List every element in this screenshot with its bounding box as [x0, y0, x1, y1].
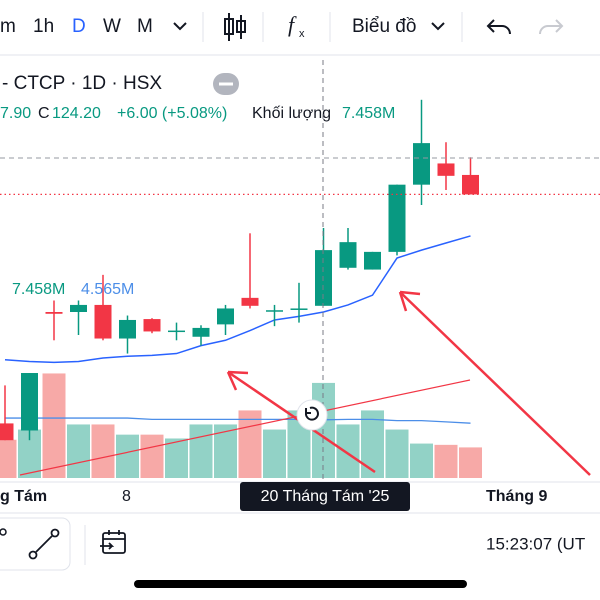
plot-area — [0, 99, 600, 478]
volume-bar — [214, 424, 237, 478]
legend-close-label: C — [38, 105, 50, 122]
candle-type-icon[interactable] — [224, 13, 246, 41]
legend-volume: 7.458M — [342, 105, 395, 122]
volume-bar — [434, 444, 458, 478]
reset-button[interactable] — [296, 399, 328, 431]
volume-bar — [238, 410, 262, 478]
dropdown-icon[interactable] — [431, 22, 445, 31]
candle-body — [266, 310, 283, 312]
interval-button[interactable]: W — [103, 16, 121, 37]
ma-line — [4, 235, 471, 364]
candle-body — [21, 373, 38, 431]
volume-ma-line — [5, 417, 471, 424]
candle-body — [413, 143, 430, 185]
candle-body — [143, 319, 161, 332]
volume-bar — [67, 424, 90, 478]
volume-bar — [189, 424, 213, 478]
legend-close: 124.20 — [52, 105, 101, 122]
symbol-title: - CTCP · 1D · HSX — [2, 73, 162, 94]
date-range-icon[interactable] — [100, 530, 126, 554]
volume-ma-value: 4.565M — [81, 281, 134, 298]
line-tool-icon[interactable] — [28, 528, 60, 560]
legend-change: +6.00 (+5.08%) — [117, 105, 227, 122]
volume-bar — [410, 443, 433, 478]
candle-body — [241, 297, 259, 306]
trend-line[interactable] — [19, 379, 471, 476]
crosshair-date: 20 Tháng Tám '25 — [261, 488, 390, 505]
interval-button[interactable]: M — [137, 16, 153, 37]
volume-bar — [459, 447, 482, 478]
volume-bar — [42, 373, 66, 478]
chart-menu[interactable]: Biểu đồ — [352, 16, 416, 37]
volume-bar — [18, 429, 41, 478]
candle-body — [364, 251, 381, 270]
ohlc-legend: 7.90 C 124.20 +6.00 (+5.08%) Khối lượng … — [0, 105, 395, 122]
volume-bar — [385, 429, 409, 478]
x-tick-label: 8 — [122, 488, 131, 505]
interval-button[interactable]: D — [72, 16, 86, 37]
candle-body — [437, 163, 455, 176]
drawing-toolbox — [0, 517, 71, 571]
candle-body — [217, 308, 234, 325]
volume-bar — [263, 429, 286, 478]
volume-bar — [165, 438, 188, 478]
legend-open: 7.90 — [0, 105, 31, 122]
candle-body — [339, 242, 357, 268]
volume-bar — [91, 424, 115, 478]
volume-bar — [361, 410, 384, 478]
volume-value: 7.458M — [12, 281, 65, 298]
reset-icon — [304, 406, 319, 421]
candle-body — [70, 304, 87, 312]
candle-body — [45, 312, 63, 314]
volume-bar — [116, 434, 139, 478]
candle-body — [462, 174, 479, 195]
home-indicator — [134, 580, 467, 588]
candle-body — [94, 304, 112, 339]
candle-body — [388, 184, 406, 252]
x-tick-label: g Tám — [0, 488, 47, 505]
dropdown-icon[interactable] — [173, 22, 187, 31]
undo-icon[interactable] — [486, 19, 511, 35]
indicators-icon[interactable]: x — [299, 28, 305, 40]
volume-legend: 7.458M 4.565M — [12, 281, 134, 298]
candle-body — [168, 330, 185, 333]
tool-icon[interactable] — [0, 528, 7, 536]
interval-button[interactable]: 1h — [33, 16, 54, 37]
crosshair-date-box — [240, 482, 410, 511]
candle-body — [119, 319, 136, 339]
candle-body — [192, 327, 210, 337]
volume-bar — [0, 439, 17, 478]
redo-icon[interactable] — [539, 19, 564, 35]
toolbar: m 1h D W M f x Biểu đồ — [0, 12, 564, 42]
legend-volume-label: Khối lượng — [252, 105, 331, 122]
status-time: 15:23:07 (UT — [486, 534, 585, 553]
volume-bar — [336, 424, 360, 478]
x-tick-label: Tháng 9 — [486, 488, 547, 505]
indicators-icon[interactable]: f — [288, 12, 297, 37]
interval-button[interactable]: m — [0, 16, 16, 37]
volume-bar — [140, 434, 164, 478]
candle-body — [0, 423, 14, 441]
candle-body — [290, 308, 308, 310]
